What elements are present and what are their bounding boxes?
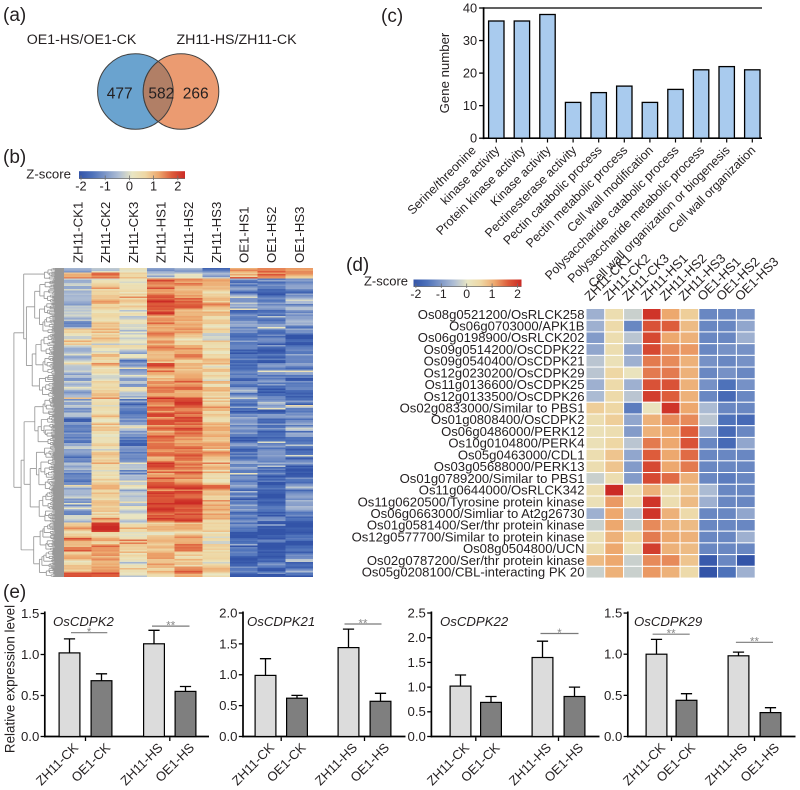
svg-text:Gene number: Gene number: [437, 32, 452, 113]
svg-text:*: *: [557, 628, 562, 640]
svg-text:OE1-HS1: OE1-HS1: [236, 207, 251, 263]
svg-text:(e): (e): [3, 582, 26, 603]
svg-text:Os06g0198900/OsRLCK202: Os06g0198900/OsRLCK202: [418, 330, 585, 345]
svg-text:ZH11-HS3: ZH11-HS3: [209, 202, 224, 263]
svg-text:266: 266: [183, 86, 209, 103]
svg-text:ZH11-CK2: ZH11-CK2: [98, 202, 113, 263]
svg-text:1.5: 1.5: [21, 606, 39, 621]
svg-text:Os12g0230200/OsCDPK29: Os12g0230200/OsCDPK29: [424, 365, 585, 380]
svg-text:Os09g0514200/OsCDPK22: Os09g0514200/OsCDPK22: [424, 342, 585, 357]
svg-text:30: 30: [463, 33, 477, 48]
svg-text:2.5: 2.5: [408, 605, 426, 620]
svg-text:Os02g0833000/Similar to PBS1: Os02g0833000/Similar to PBS1: [400, 401, 585, 416]
svg-text:0: 0: [463, 287, 470, 301]
svg-text:OsCDPK21: OsCDPK21: [247, 614, 315, 629]
svg-text:0.0: 0.0: [408, 729, 426, 744]
svg-text:Os08g0504800/UCN: Os08g0504800/UCN: [463, 541, 585, 556]
svg-text:Os03g05688000/PERK13: Os03g05688000/PERK13: [434, 459, 585, 474]
svg-text:10: 10: [463, 98, 477, 113]
svg-text:ZH11-HS2: ZH11-HS2: [181, 202, 196, 263]
svg-text:OE1-HS3: OE1-HS3: [292, 207, 307, 263]
svg-text:-2: -2: [75, 179, 86, 194]
svg-text:**: **: [359, 618, 368, 630]
svg-text:0.0: 0.0: [604, 729, 622, 744]
svg-text:**: **: [166, 621, 175, 633]
svg-text:ZH11-CK3: ZH11-CK3: [126, 202, 141, 263]
svg-text:Relative expression level: Relative expression level: [3, 605, 18, 753]
svg-text:Os06g0703000/APK1B: Os06g0703000/APK1B: [449, 318, 585, 333]
svg-text:ZH11-CK1: ZH11-CK1: [70, 202, 85, 263]
svg-text:**: **: [667, 629, 676, 641]
svg-text:1: 1: [489, 287, 496, 301]
svg-text:1.5: 1.5: [408, 655, 426, 670]
svg-text:ZH11-HS1: ZH11-HS1: [153, 202, 168, 263]
svg-text:477: 477: [107, 86, 133, 103]
svg-text:0.5: 0.5: [219, 698, 237, 713]
svg-text:2: 2: [514, 287, 521, 301]
svg-text:Os11g0644000/OsRLCK342: Os11g0644000/OsRLCK342: [419, 483, 585, 498]
svg-text:1.0: 1.0: [408, 680, 426, 695]
svg-text:-1: -1: [436, 287, 447, 301]
svg-text:1.0: 1.0: [604, 647, 622, 662]
svg-text:Os06g0663000/Simliar to At2g26: Os06g0663000/Simliar to At2g26730: [370, 506, 584, 521]
svg-text:2.0: 2.0: [408, 630, 426, 645]
svg-text:0.5: 0.5: [21, 688, 39, 703]
svg-text:Os12g0577700/Similar to protei: Os12g0577700/Similar to protein kinase: [352, 529, 585, 544]
svg-text:**: **: [750, 637, 759, 649]
svg-text:OsCDPK22: OsCDPK22: [440, 614, 509, 629]
svg-text:(b): (b): [3, 147, 26, 168]
svg-text:(c): (c): [381, 6, 403, 27]
svg-text:Z-score: Z-score: [26, 167, 71, 182]
svg-text:(a): (a): [3, 5, 26, 26]
svg-text:0: 0: [470, 131, 477, 146]
svg-text:1: 1: [150, 179, 157, 194]
svg-text:Os01g0808400/OsCDPK2: Os01g0808400/OsCDPK2: [431, 412, 585, 427]
svg-text:0.5: 0.5: [604, 688, 622, 703]
svg-text:1.0: 1.0: [21, 647, 39, 662]
svg-text:Os05g0463000/CDL1: Os05g0463000/CDL1: [458, 447, 585, 462]
svg-text:Os10g0104800/PERK4: Os10g0104800/PERK4: [448, 436, 584, 451]
svg-text:OE1-HS/OE1-CK: OE1-HS/OE1-CK: [27, 32, 137, 48]
svg-text:Os01g0789200/Similar to PBS1: Os01g0789200/Similar to PBS1: [400, 471, 585, 486]
svg-text:*: *: [87, 627, 92, 639]
svg-text:-1: -1: [100, 179, 111, 194]
svg-text:Os12g0133500/OsCDPK26: Os12g0133500/OsCDPK26: [424, 389, 585, 404]
svg-text:(d): (d): [346, 255, 369, 276]
svg-text:Os08g0521200/OsRLCK258: Os08g0521200/OsRLCK258: [418, 307, 585, 322]
svg-text:OsCDPK29: OsCDPK29: [634, 614, 703, 629]
svg-text:20: 20: [463, 66, 477, 81]
svg-text:582: 582: [148, 86, 174, 103]
svg-text:Z-score: Z-score: [364, 274, 408, 289]
svg-text:Os11g0620500/Tyrosine protein: Os11g0620500/Tyrosine protein kinase: [358, 494, 585, 509]
svg-text:0.0: 0.0: [219, 729, 237, 744]
svg-text:Os11g0136600/OsCDPK25: Os11g0136600/OsCDPK25: [425, 377, 585, 392]
svg-text:2: 2: [174, 179, 181, 194]
svg-text:OsCDPK2: OsCDPK2: [53, 614, 114, 629]
svg-text:2.0: 2.0: [219, 605, 237, 620]
svg-text:Os09g0540400/OsCDPK21: Os09g0540400/OsCDPK21: [424, 354, 585, 369]
svg-text:OE1-HS2: OE1-HS2: [264, 207, 279, 263]
svg-text:1.5: 1.5: [219, 636, 237, 651]
svg-text:-2: -2: [410, 287, 421, 301]
svg-text:Os01g0581400/Ser/thr protein k: Os01g0581400/Ser/thr protein kinase: [367, 518, 585, 533]
svg-text:Os02g0787200/Ser/thr protein k: Os02g0787200/Ser/thr protein kinase: [367, 553, 585, 568]
svg-text:Os06g0486000/PERK12: Os06g0486000/PERK12: [441, 424, 584, 439]
svg-text:ZH11-HS/ZH11-CK: ZH11-HS/ZH11-CK: [176, 32, 297, 48]
svg-text:0: 0: [126, 179, 133, 194]
svg-text:0.5: 0.5: [408, 704, 426, 719]
svg-text:1.5: 1.5: [604, 605, 622, 620]
svg-text:Os05g0208100/CBL-interacting P: Os05g0208100/CBL-interacting PK 20: [362, 565, 585, 580]
svg-text:1.0: 1.0: [219, 667, 237, 682]
svg-text:0.0: 0.0: [21, 729, 39, 744]
svg-text:40: 40: [463, 1, 477, 16]
